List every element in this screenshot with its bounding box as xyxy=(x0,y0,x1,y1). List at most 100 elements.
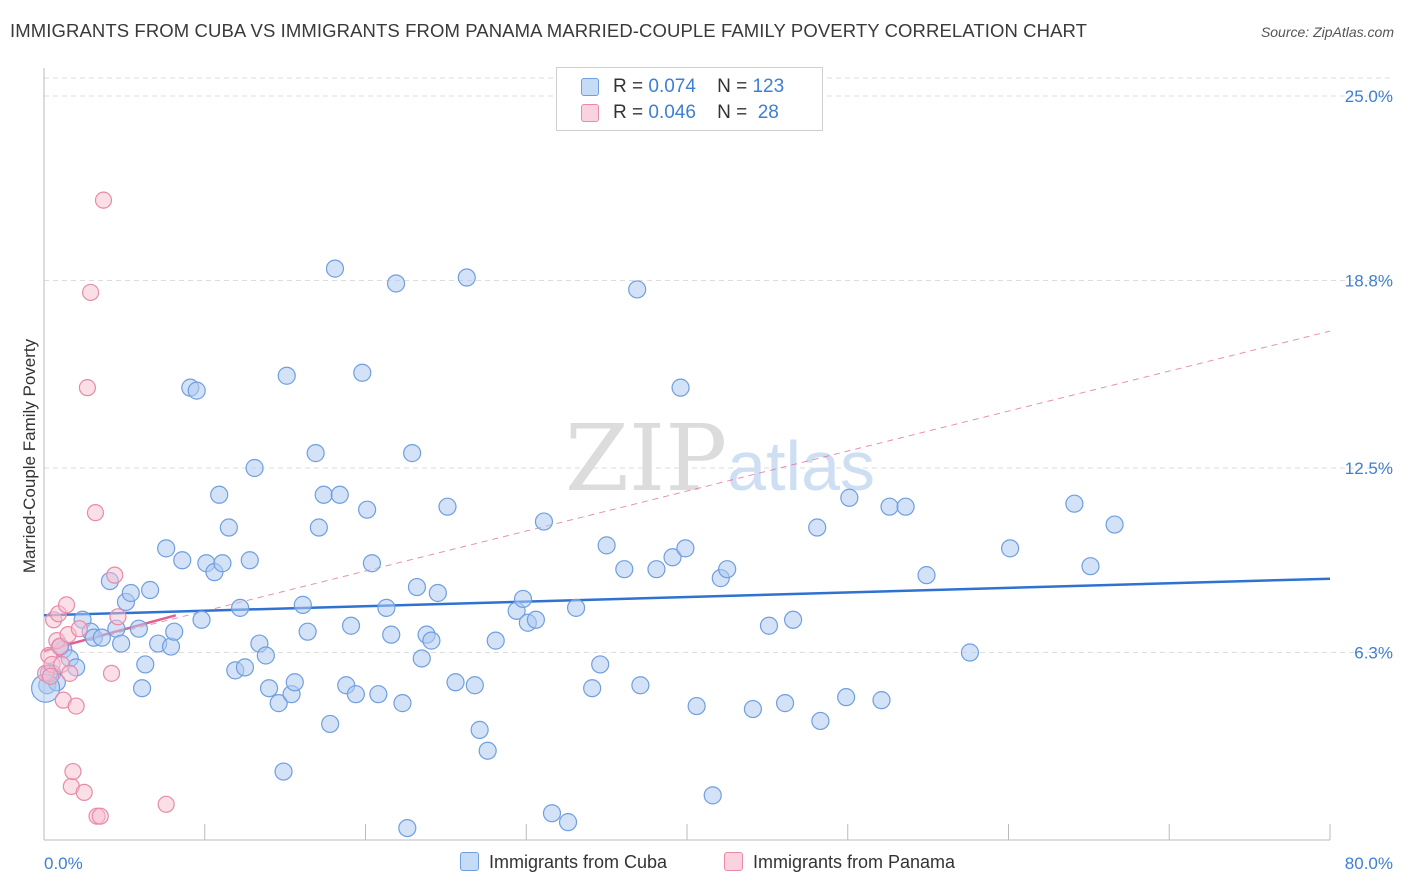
point-cuba xyxy=(306,444,325,463)
bottom-legend-swatch-cuba xyxy=(460,852,479,871)
bottom-legend-cuba: Immigrants from Cuba xyxy=(460,852,667,873)
point-cuba xyxy=(213,554,232,573)
point-cuba xyxy=(187,381,206,400)
point-cuba xyxy=(775,694,795,713)
x-tick-label-max: 80.0% xyxy=(1345,854,1393,873)
point-panama xyxy=(51,637,69,656)
point-cuba xyxy=(346,685,365,704)
point-panama xyxy=(157,795,175,813)
point-cuba xyxy=(314,485,333,504)
point-cuba xyxy=(438,497,457,516)
point-cuba xyxy=(759,616,779,635)
point-cuba xyxy=(597,536,616,555)
point-cuba xyxy=(457,268,476,287)
point-cuba xyxy=(676,539,695,558)
point-cuba xyxy=(615,560,634,579)
point-panama xyxy=(94,191,113,209)
legend-row-cuba: R = 0.074 N = 123 xyxy=(557,76,822,100)
point-cuba xyxy=(718,560,737,579)
point-cuba xyxy=(1081,557,1100,576)
point-cuba xyxy=(92,628,111,647)
point-cuba xyxy=(277,366,296,385)
point-cuba xyxy=(210,485,229,504)
bottom-legend-label-cuba: Immigrants from Cuba xyxy=(489,852,668,872)
point-cuba xyxy=(1105,515,1124,534)
point-cuba xyxy=(256,646,275,665)
point-cuba xyxy=(631,676,650,695)
point-cuba xyxy=(231,598,250,617)
point-cuba xyxy=(647,560,666,579)
point-panama xyxy=(82,283,100,302)
point-cuba xyxy=(486,631,505,650)
point-cuba xyxy=(358,500,377,519)
y-tick-label: 6.3% xyxy=(1354,644,1393,663)
point-cuba xyxy=(1065,494,1084,513)
axes xyxy=(43,68,1331,841)
legend-swatch-panama xyxy=(581,104,599,122)
point-panama xyxy=(78,379,97,397)
point-cuba xyxy=(121,583,140,603)
legend-n-label: N = xyxy=(717,102,748,123)
point-cuba xyxy=(542,804,562,823)
point-cuba xyxy=(558,813,578,832)
bottom-legend-swatch-panama xyxy=(724,852,743,871)
point-cuba xyxy=(112,634,131,653)
point-cuba xyxy=(309,518,328,537)
point-cuba xyxy=(591,655,610,674)
point-panama xyxy=(41,667,60,685)
point-cuba xyxy=(526,610,545,629)
point-cuba xyxy=(478,741,497,760)
point-cuba xyxy=(783,610,803,629)
point-cuba xyxy=(703,786,722,805)
point-panama xyxy=(75,783,93,801)
legend-r-value-cuba: 0.074 xyxy=(648,76,696,97)
tick-labels: 6.3% 12.5% 18.8% 25.0% 0.0% 80.0% xyxy=(44,87,1393,873)
legend-row-panama: R = 0.046 N = 28 xyxy=(557,102,822,126)
point-cuba xyxy=(687,696,706,716)
point-cuba xyxy=(362,554,382,573)
point-cuba xyxy=(369,685,388,704)
point-panama xyxy=(109,608,127,626)
point-cuba xyxy=(398,818,417,838)
bottom-legend-panama: Immigrants from Panama xyxy=(724,852,955,873)
point-cuba xyxy=(412,649,431,668)
point-cuba xyxy=(235,658,255,677)
chart-title: IMMIGRANTS FROM CUBA VS IMMIGRANTS FROM … xyxy=(10,20,1088,41)
point-cuba xyxy=(161,637,181,656)
point-cuba xyxy=(566,598,586,617)
point-panama xyxy=(86,504,105,522)
point-cuba xyxy=(1001,539,1020,558)
point-cuba xyxy=(165,622,184,641)
point-cuba xyxy=(341,616,361,635)
point-panama xyxy=(102,664,121,682)
trend-panama-extension xyxy=(43,330,1331,652)
point-cuba xyxy=(446,673,465,692)
point-panama xyxy=(61,664,79,682)
y-tick-label: 25.0% xyxy=(1345,87,1393,106)
point-cuba xyxy=(837,688,856,707)
point-cuba xyxy=(872,691,891,710)
point-cuba xyxy=(663,548,682,567)
point-cuba xyxy=(880,497,899,516)
point-cuba xyxy=(192,610,211,629)
point-cuba xyxy=(386,274,406,293)
legend-r-label: R = xyxy=(613,102,644,123)
point-cuba xyxy=(628,280,647,299)
legend-r-label: R = xyxy=(613,76,644,97)
y-tick-label: 12.5% xyxy=(1345,459,1393,478)
point-cuba xyxy=(353,363,372,382)
legend-text-cuba: R = 0.074 N = 123 xyxy=(613,76,784,98)
watermark: ZIPatlas xyxy=(565,405,875,512)
legend-n-value-panama: 28 xyxy=(757,102,779,123)
point-cuba xyxy=(377,598,396,617)
point-cuba xyxy=(465,676,484,695)
point-cuba xyxy=(428,583,447,603)
point-cuba xyxy=(140,580,160,600)
point-cuba xyxy=(219,518,238,537)
legend-swatch-cuba xyxy=(581,78,599,96)
legend-n-label: N = xyxy=(717,76,748,97)
point-cuba xyxy=(293,595,312,614)
point-cuba xyxy=(173,551,192,570)
point-cuba xyxy=(325,259,345,278)
